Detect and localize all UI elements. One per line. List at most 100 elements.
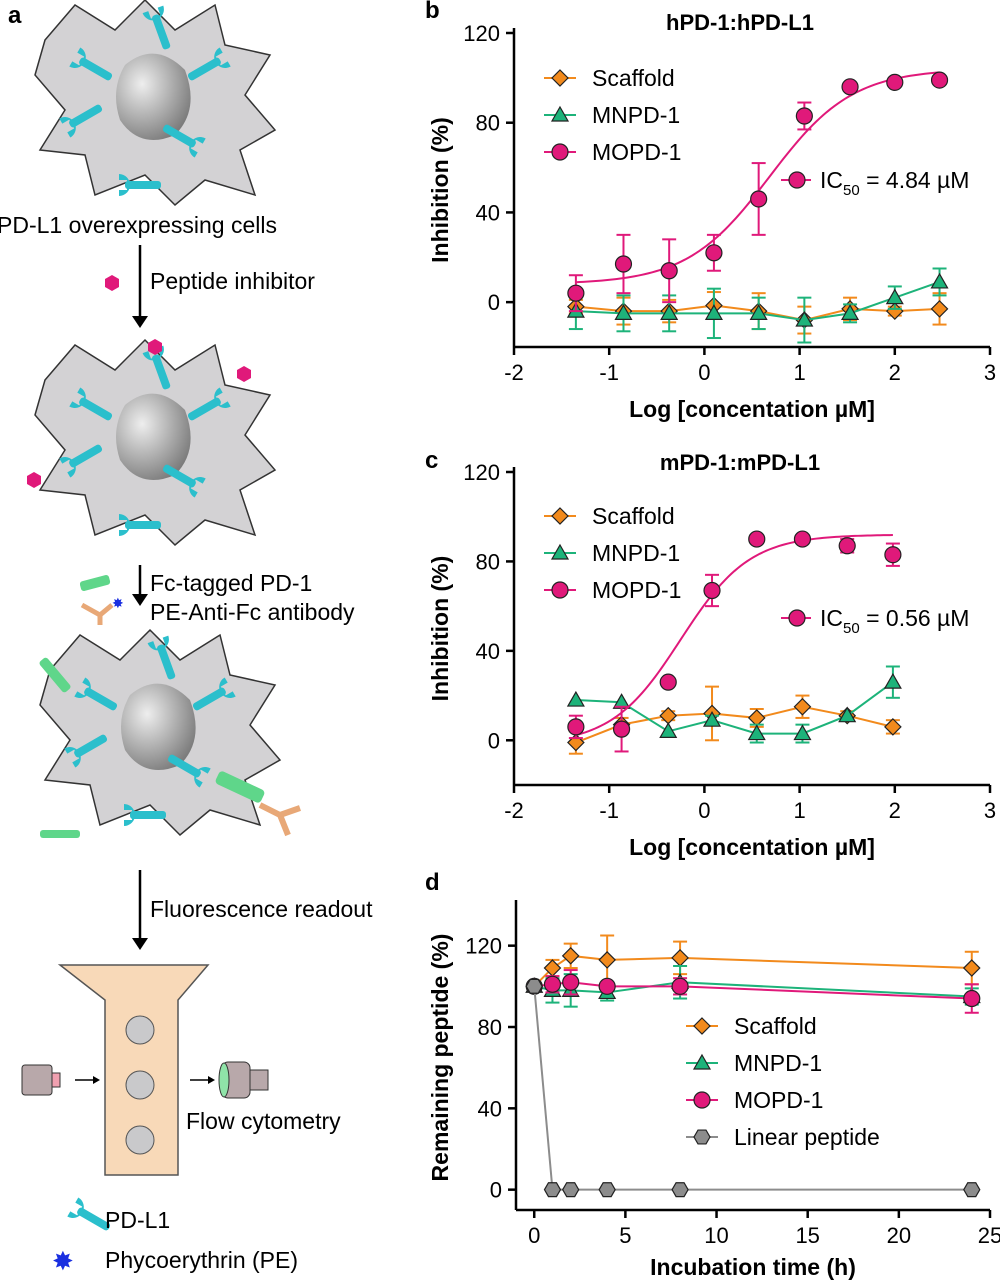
x-tick-label: 1 — [793, 798, 805, 823]
legend-marker — [551, 143, 569, 161]
data-point — [841, 304, 860, 320]
x-tick-label: 1 — [793, 360, 805, 385]
legend-label: Scaffold — [592, 503, 675, 529]
series-mopd-1 — [567, 530, 902, 753]
legend-marker — [692, 1053, 712, 1070]
legend-label: MNPD-1 — [734, 1050, 822, 1076]
data-point — [930, 272, 949, 289]
data-point — [561, 1182, 580, 1198]
panel-letter-b: b — [425, 0, 440, 24]
data-point — [795, 107, 813, 125]
y-tick-label: 120 — [463, 21, 500, 46]
data-point — [703, 581, 721, 600]
y-axis-label: Inhibition (%) — [427, 556, 453, 702]
data-point — [612, 720, 631, 738]
data-point — [793, 724, 812, 741]
data-point — [747, 709, 766, 727]
y-tick-label: 0 — [488, 728, 500, 753]
legend-marker — [693, 1017, 711, 1035]
chart-c: c mPD-1:mPD-L1 0 40 80 120 -2 -1 0 1 2 3 Log [concen… — [425, 447, 996, 860]
legend-marker — [693, 1129, 711, 1145]
x-tick-label: 0 — [528, 1223, 540, 1248]
cell-2 — [27, 339, 276, 546]
legend-label: Scaffold — [734, 1013, 817, 1039]
chart-d: d 0 40 80 120 0 5 10 15 20 25 Incubation time (h) Re… — [425, 869, 1000, 1280]
x-tick-label: 3 — [984, 798, 996, 823]
data-point — [598, 977, 616, 995]
data-point — [705, 244, 723, 262]
data-point — [562, 973, 580, 991]
data-point — [930, 300, 949, 318]
data-point — [660, 304, 679, 320]
workflow-diagram: ✸ ✸ — [21, 0, 301, 1276]
data-point — [659, 706, 678, 725]
series-line — [575, 705, 894, 744]
legend-label: MOPD-1 — [734, 1087, 823, 1113]
legend-label: Scaffold — [592, 65, 675, 91]
x-tick-label: 10 — [704, 1223, 728, 1248]
x-tick-label: 25 — [978, 1223, 1000, 1248]
data-point — [543, 1182, 562, 1198]
data-point — [614, 304, 633, 320]
series-mnpd-1 — [566, 267, 949, 344]
legend-label: Linear peptide — [734, 1124, 880, 1150]
data-point — [749, 304, 768, 320]
data-point — [838, 537, 856, 555]
legend-label: MNPD-1 — [592, 102, 680, 128]
data-point — [543, 975, 562, 993]
pe-legend-icon: ✸ — [52, 1246, 74, 1276]
legend-label: MOPD-1 — [592, 577, 681, 603]
data-point — [885, 288, 904, 305]
data-point — [567, 718, 585, 736]
legend-marker — [550, 543, 570, 560]
x-axis-label: Log [concentation µM] — [629, 834, 875, 860]
y-tick-label: 120 — [463, 460, 500, 485]
x-tick-label: 20 — [887, 1223, 911, 1248]
data-point — [747, 724, 766, 741]
data-point — [793, 697, 812, 716]
data-point — [793, 530, 812, 548]
x-tick-label: 2 — [889, 798, 901, 823]
data-point — [886, 73, 904, 91]
series-mnpd-1 — [525, 965, 981, 1008]
x-tick-label: 2 — [889, 360, 901, 385]
data-point — [525, 978, 543, 994]
chart-b: b hPD-1:hPD-L1 0 40 80 120 -2 -1 0 1 2 3 Log [concen… — [425, 0, 996, 422]
data-point — [660, 262, 678, 280]
x-tick-label: 0 — [698, 798, 710, 823]
ic50-annotation: IC50 = 4.84 µM — [820, 167, 969, 199]
y-tick-label: 120 — [465, 934, 502, 959]
legend-marker — [550, 105, 570, 122]
legend-pe: Phycoerythrin (PE) — [105, 1247, 299, 1273]
chart-title: mPD-1:mPD-L1 — [660, 450, 820, 475]
data-point — [838, 706, 857, 723]
data-point — [963, 1182, 981, 1198]
data-point — [962, 959, 981, 977]
step-peptide-inhibitor: Peptide inhibitor — [150, 268, 315, 294]
y-tick-label: 40 — [478, 1096, 502, 1121]
y-axis-label: Remaining peptide (%) — [427, 934, 453, 1182]
y-tick-label: 80 — [476, 111, 500, 136]
annotation-marker — [788, 171, 806, 189]
data-point — [598, 951, 617, 969]
data-point — [671, 949, 689, 967]
y-tick-label: 80 — [476, 549, 500, 574]
data-point — [702, 710, 722, 727]
x-tick-label: 5 — [619, 1223, 631, 1248]
x-tick-label: 15 — [795, 1223, 819, 1248]
data-point — [671, 1182, 689, 1198]
data-point — [883, 672, 902, 689]
y-axis-label: Inhibition (%) — [427, 117, 453, 263]
peptide-icon — [105, 275, 119, 291]
panel-letter-d: d — [425, 869, 440, 896]
data-point — [659, 722, 678, 738]
panel-letter-a: a — [8, 2, 22, 29]
annotation-marker — [788, 609, 806, 627]
fit-curve — [575, 534, 893, 737]
data-point — [659, 673, 677, 691]
step-fluorescence-readout: Fluorescence readout — [150, 896, 373, 922]
series-mnpd-1 — [566, 665, 902, 744]
data-point — [963, 989, 981, 1008]
step-pe-antibody: PE-Anti-Fc antibody — [150, 599, 355, 625]
